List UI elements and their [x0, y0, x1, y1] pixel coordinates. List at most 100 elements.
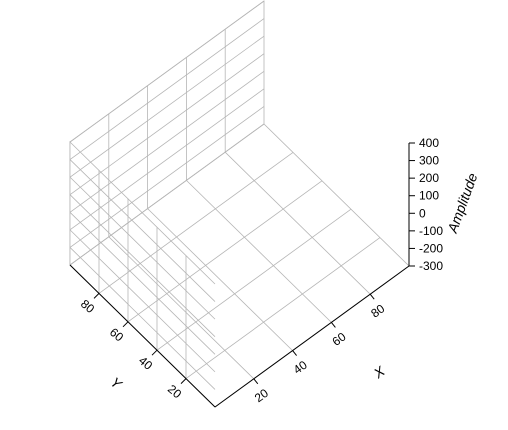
surface-cell — [269, 113, 278, 119]
surface-cell — [374, 194, 383, 214]
surface-cell — [328, 72, 337, 85]
surface-cell — [318, 85, 327, 103]
surface-cell — [328, 134, 336, 153]
surface-cell — [330, 161, 339, 176]
surface-cell — [288, 110, 297, 116]
surface-cell — [291, 104, 300, 114]
grid-line — [69, 106, 265, 248]
surface-cell — [307, 125, 316, 145]
surface-cell — [315, 145, 324, 165]
surface-cell — [324, 123, 332, 144]
surface-cell — [312, 71, 321, 80]
surface-cell — [280, 116, 289, 127]
surface-cell — [266, 104, 275, 110]
surface-cell — [386, 206, 394, 225]
surface-cell — [357, 143, 366, 148]
surface-cell — [307, 78, 316, 88]
surface-cell — [310, 90, 318, 106]
surface-cell — [322, 93, 331, 113]
grid-line — [69, 18, 265, 160]
z-tick-label: -200 — [419, 241, 443, 255]
surface-cell — [274, 123, 283, 129]
y-tick-label: 20 — [165, 382, 184, 402]
surface-cell — [303, 88, 312, 99]
surface-cell — [306, 78, 315, 90]
surface-cell — [311, 135, 320, 155]
surface-cell — [335, 152, 344, 167]
grid-line — [147, 208, 293, 351]
surface-cell — [333, 180, 342, 192]
surface-cell — [321, 113, 330, 134]
surface-cell — [344, 151, 353, 162]
surface-cell — [294, 98, 302, 110]
surface-cell — [270, 124, 278, 128]
surface-cell — [305, 77, 314, 90]
surface-cell — [294, 136, 302, 152]
surface-cell — [285, 109, 293, 121]
surface-cell — [276, 122, 285, 127]
z-tick-label: 0 — [419, 206, 426, 220]
surface-cell — [281, 117, 290, 125]
surface-cell — [368, 138, 377, 145]
surface-cell — [277, 120, 286, 128]
surface-cell — [340, 144, 348, 158]
surface-cell — [361, 143, 370, 149]
surface-cell — [374, 141, 383, 152]
surface-cell — [345, 138, 354, 150]
surface-cell — [280, 122, 288, 126]
surface-cell — [314, 68, 323, 77]
grid-line — [185, 237, 381, 379]
surface-cell — [318, 154, 327, 173]
surface-cell — [381, 149, 389, 165]
surface-cell — [336, 182, 345, 193]
grid-line — [69, 123, 265, 266]
grid-line — [69, 229, 216, 373]
surface-cell — [359, 171, 368, 187]
surface-cell — [295, 121, 304, 136]
surface-cell — [291, 101, 300, 113]
surface-cell — [283, 110, 291, 122]
surface-cell — [341, 129, 350, 144]
z-tick-label: 200 — [419, 171, 439, 185]
surface-cell — [281, 113, 290, 117]
surface-cell — [272, 115, 281, 120]
z-tick-label: -100 — [419, 224, 443, 238]
surface-cell — [372, 167, 380, 186]
surface-cell — [365, 149, 374, 160]
surface-cell — [315, 80, 324, 95]
surface-cell — [286, 109, 295, 119]
x-tick-label: 40 — [291, 358, 310, 377]
surface-cell — [346, 125, 355, 138]
surface-cell — [310, 72, 319, 83]
surface-cell — [316, 124, 325, 145]
y-tick — [93, 293, 100, 299]
surface-cell — [275, 122, 284, 131]
surface-cell — [300, 83, 309, 97]
surface-cell — [364, 140, 373, 147]
surface-cell — [378, 144, 387, 157]
x-tick — [369, 293, 375, 300]
surface-cell — [293, 96, 302, 109]
surface-cell — [289, 108, 298, 117]
y-tick — [180, 378, 187, 384]
surface-cell — [356, 147, 365, 155]
surface-cell — [336, 136, 345, 152]
surface-cell — [339, 158, 347, 170]
surface-cell — [335, 91, 344, 107]
surface-cell — [316, 71, 325, 80]
surface-cell — [287, 105, 296, 117]
surface-cell — [401, 187, 410, 204]
surface-cell — [276, 117, 285, 121]
surface-cell — [355, 184, 364, 200]
grid-line — [69, 70, 265, 213]
surface-cell — [326, 103, 334, 123]
surface-cell — [292, 117, 300, 129]
surface-cell — [357, 159, 365, 171]
surface-cell — [320, 72, 329, 85]
x-tick — [253, 378, 259, 385]
surface-cell — [265, 110, 273, 116]
surface-cell — [299, 88, 307, 100]
surface-cell — [304, 79, 313, 91]
surface-cell — [278, 118, 287, 124]
surface-cell — [353, 140, 362, 148]
